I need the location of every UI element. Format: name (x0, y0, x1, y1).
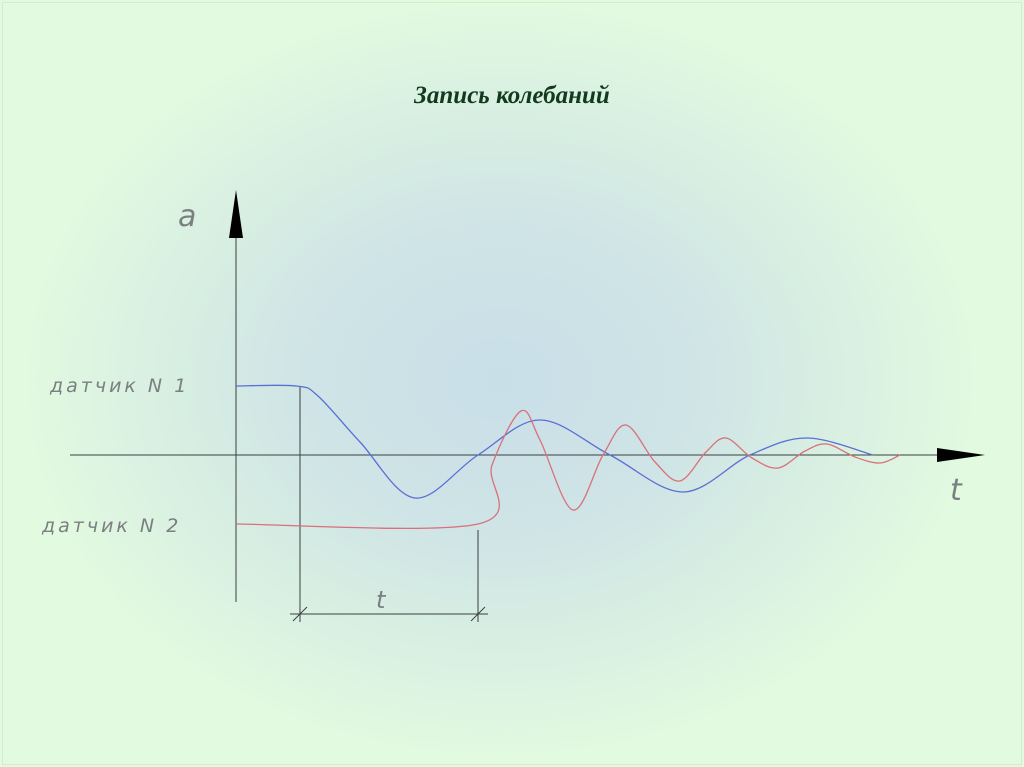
y-axis-arrow (229, 190, 243, 238)
sensor2-curve (235, 409, 901, 530)
y-axis-label: a (178, 199, 199, 234)
dimension-tick-end (470, 606, 486, 622)
slide-title: Запись колебаний (414, 82, 610, 109)
sensor1-label: датчик N 1 (49, 375, 189, 397)
sensor1-curve (235, 384, 874, 499)
dimension-tick-start (292, 606, 308, 622)
x-axis-arrow (937, 448, 985, 462)
delay-label: t (376, 586, 388, 614)
x-axis-label: t (950, 473, 965, 508)
sensor2-label: датчик N 2 (41, 515, 181, 537)
